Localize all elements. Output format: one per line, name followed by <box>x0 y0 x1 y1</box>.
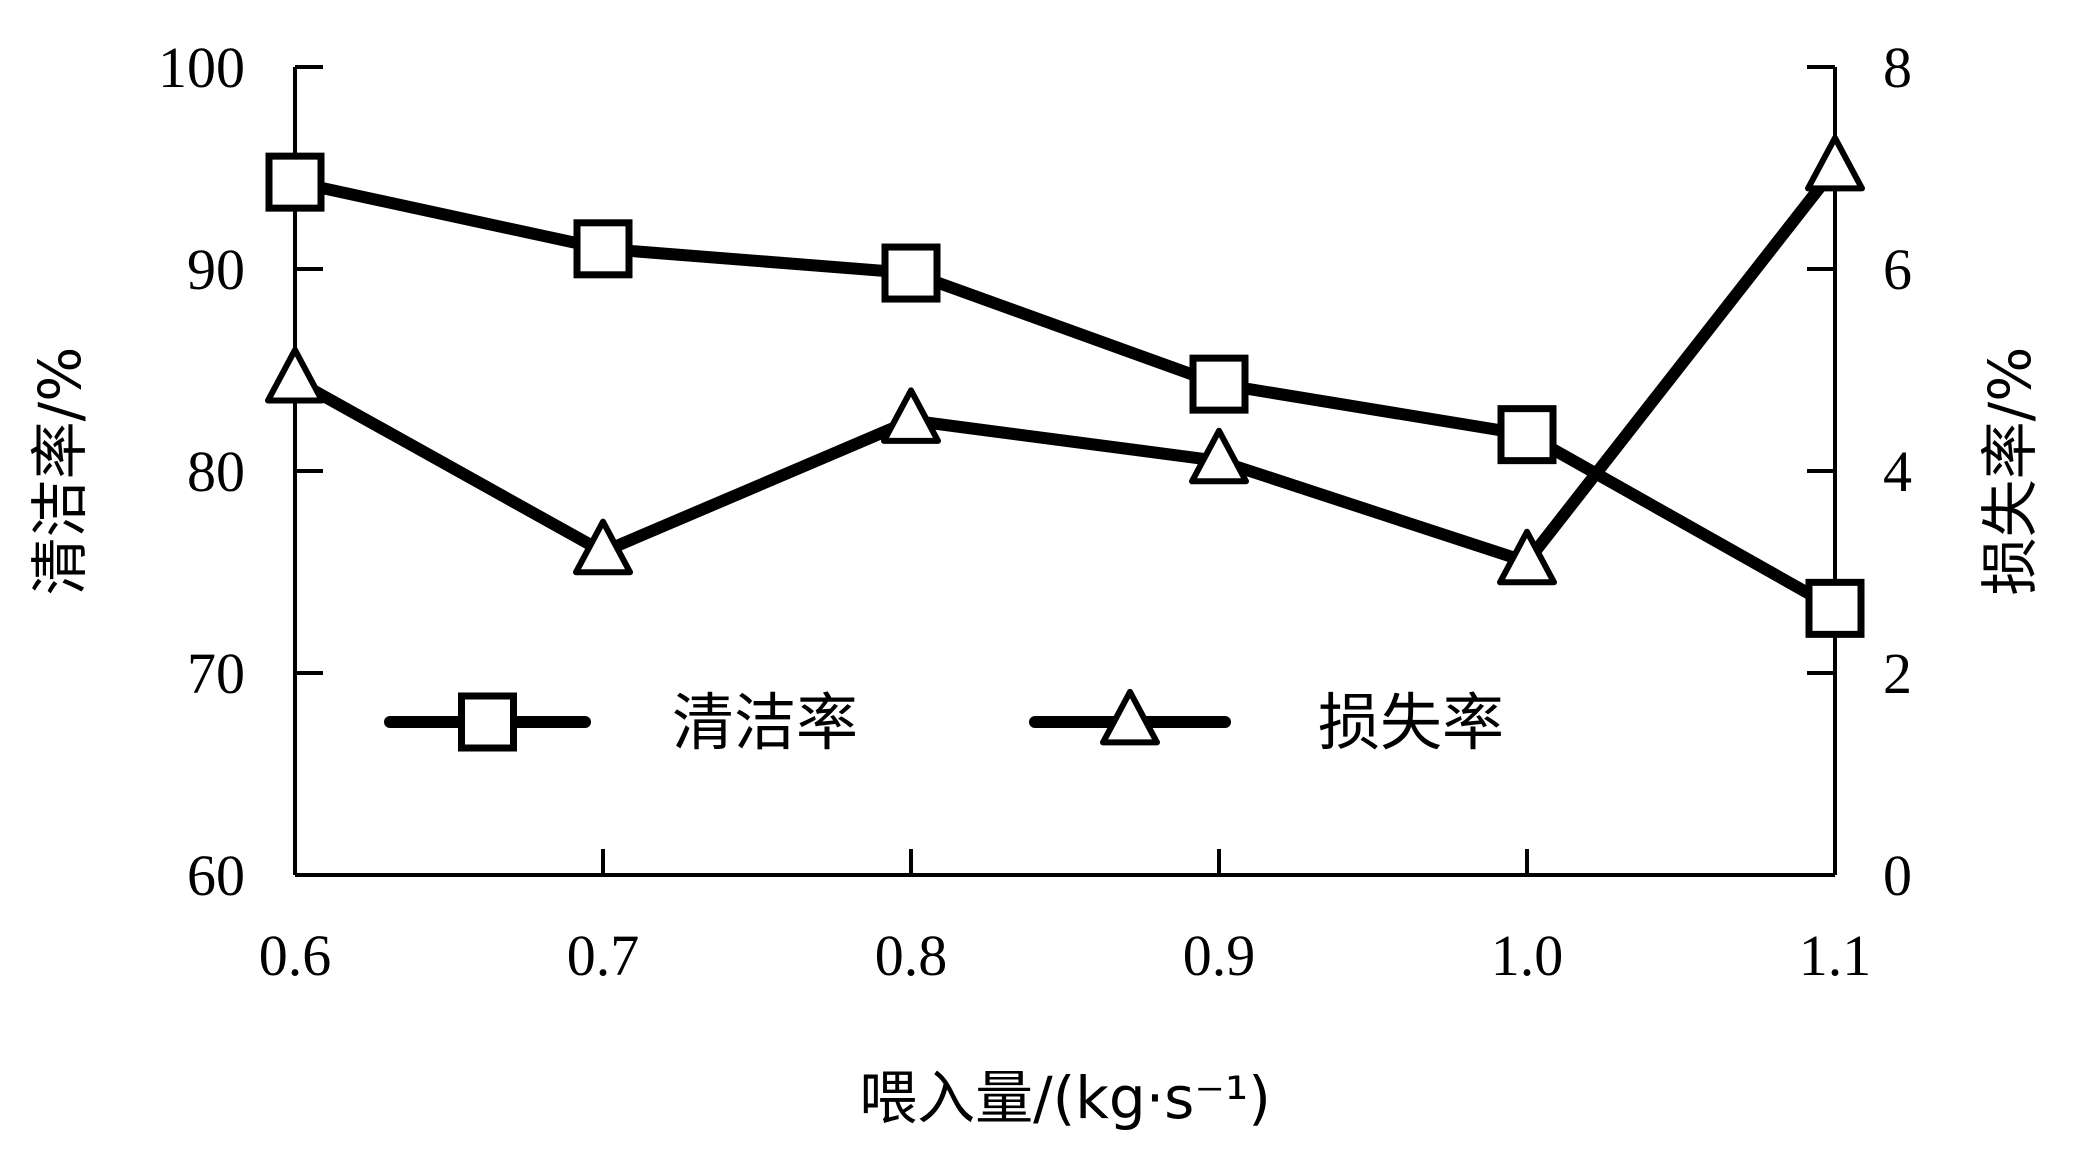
triangle-marker <box>1805 134 1865 192</box>
x-tick-label: 0.9 <box>1183 923 1256 988</box>
left-y-ticks: 60 70 80 90 100 <box>158 35 323 908</box>
series-line <box>289 176 1841 615</box>
legend-entry: 清洁率 <box>384 686 858 759</box>
square-marker <box>265 152 325 212</box>
right-y-ticks: 0 2 4 6 8 <box>1807 35 1912 908</box>
left-y-tick-label: 70 <box>187 641 245 706</box>
x-tick-label: 0.7 <box>567 923 640 988</box>
series-layer <box>265 134 1865 638</box>
left-y-tick-label: 60 <box>187 843 245 908</box>
x-tick-label: 1.0 <box>1491 923 1564 988</box>
square-marker <box>1189 354 1249 414</box>
left-y-tick-label: 80 <box>187 439 245 504</box>
legend-entry: 损失率 <box>1029 686 1504 759</box>
left-y-tick-label: 100 <box>158 35 245 100</box>
triangle-marker <box>1100 688 1160 746</box>
square-marker <box>458 692 517 752</box>
right-y-axis-title: 损失率/% <box>1976 347 2044 596</box>
left-y-axis-title: 清洁率/% <box>26 347 94 596</box>
right-y-tick-label: 4 <box>1883 439 1912 504</box>
right-y-tick-label: 0 <box>1883 843 1912 908</box>
triangle-marker <box>573 518 633 576</box>
square-marker <box>1805 578 1865 638</box>
x-axis-title: 喂入量/(kg·s⁻¹) <box>859 1064 1271 1132</box>
x-tick-label: 0.8 <box>875 923 948 988</box>
legend: 清洁率 损失率 <box>384 686 1504 759</box>
x-tick-label: 0.6 <box>259 923 332 988</box>
legend-label: 清洁率 <box>672 686 858 759</box>
x-tick-label: 1.1 <box>1799 923 1872 988</box>
series-line <box>289 162 1841 568</box>
triangle-marker <box>1189 427 1249 485</box>
legend-label: 损失率 <box>1318 686 1504 759</box>
triangle-marker <box>265 346 325 404</box>
square-marker <box>573 219 633 279</box>
right-y-tick-label: 2 <box>1883 641 1912 706</box>
right-y-tick-label: 6 <box>1883 237 1912 302</box>
triangle-marker <box>881 387 941 444</box>
series-square <box>265 152 1865 638</box>
series-triangle <box>265 134 1865 586</box>
x-ticks: 0.6 0.7 0.8 0.9 1.0 1.1 <box>259 849 1872 988</box>
triangle-marker <box>1497 528 1557 586</box>
square-marker <box>881 243 941 303</box>
left-y-tick-label: 90 <box>187 237 245 302</box>
right-y-tick-label: 8 <box>1883 35 1912 100</box>
square-marker <box>1497 405 1557 465</box>
